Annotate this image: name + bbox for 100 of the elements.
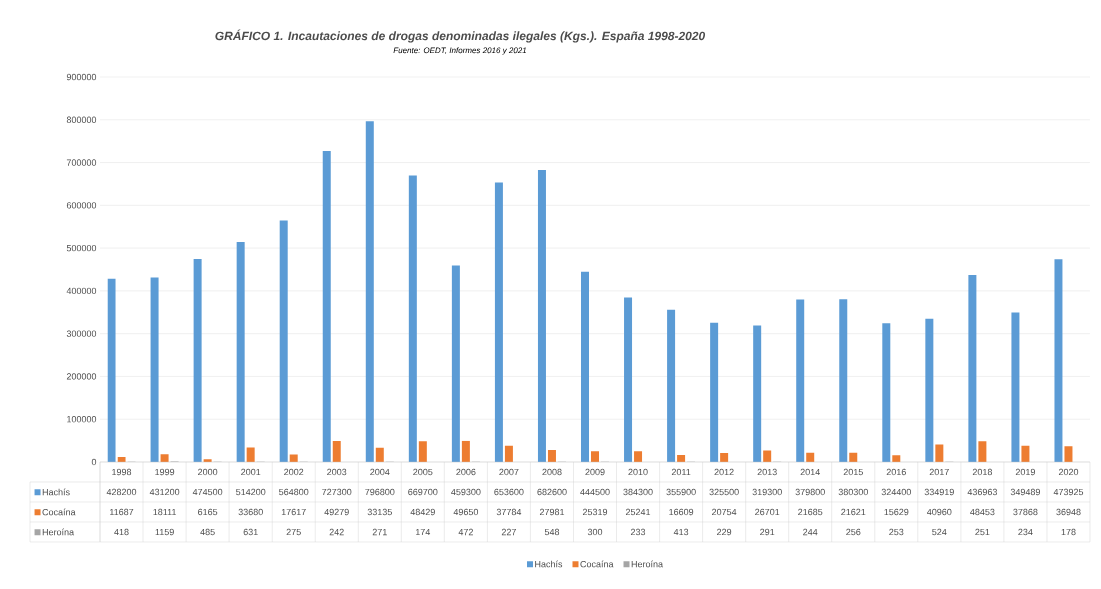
data-label: 11687	[110, 508, 134, 516]
x-tick-label: 2016	[886, 468, 906, 476]
x-tick-label: 2014	[800, 468, 820, 476]
data-label: 682600	[537, 488, 567, 496]
data-label: 20754	[712, 508, 737, 516]
text: Cocaína	[580, 560, 614, 568]
data-label: 324400	[881, 488, 911, 496]
x-tick-label: 2002	[284, 468, 304, 476]
y-tick-label: 700000	[66, 159, 97, 166]
data-label: 33135	[367, 508, 392, 516]
data-label: 234	[1018, 528, 1033, 536]
data-label: 271	[372, 528, 387, 536]
text: Hachís	[535, 560, 563, 568]
data-label: 275	[286, 528, 301, 536]
data-label: 36948	[1056, 508, 1081, 516]
data-label: 514200	[236, 488, 266, 496]
y-tick-label: 900000	[66, 73, 97, 81]
data-label: 6165	[198, 508, 218, 516]
data-label: 27981	[539, 508, 565, 516]
x-tick-label: 1999	[155, 468, 175, 476]
text: Heroína	[631, 560, 664, 568]
y-tick-label: 400000	[66, 287, 97, 295]
legend-label: Heroína	[42, 528, 75, 536]
data-label: 48453	[970, 508, 995, 516]
x-tick-label: 2003	[327, 468, 347, 476]
data-label: 1159	[155, 528, 174, 536]
x-tick-label: 2019	[1015, 468, 1035, 476]
data-label: 256	[846, 528, 861, 536]
x-tick-label: 2009	[585, 468, 605, 476]
y-tick-label: 800000	[66, 116, 97, 123]
data-label: 244	[803, 528, 818, 536]
data-label: 21685	[798, 508, 823, 516]
y-tick-label: 600000	[66, 202, 97, 209]
chart-title: GRÁFICO 1. Incautaciones de drogas denominadas ilegales (Kgs.). España 1998-2020	[215, 29, 706, 43]
x-tick-label: 2017	[929, 468, 949, 476]
data-label: 37868	[1013, 508, 1038, 516]
data-label: 436963	[967, 488, 998, 496]
data-label: 325500	[709, 488, 739, 496]
legend-label: Cocaína	[42, 508, 76, 516]
x-tick-label: 2015	[843, 468, 863, 476]
data-label: 233	[630, 528, 646, 536]
data-label: 227	[501, 528, 516, 536]
data-label: 37784	[496, 508, 522, 516]
data-label: 631	[243, 528, 258, 536]
x-tick-label: 2005	[413, 468, 433, 476]
data-label: 418	[114, 528, 129, 536]
chart-subtitle: Fuente: OEDT, Informes 2016 y 2021	[393, 47, 527, 55]
data-label: 727300	[322, 488, 352, 496]
x-tick-label: 2018	[972, 468, 993, 476]
data-label: 524	[932, 528, 947, 536]
y-tick-label: 0	[91, 458, 97, 466]
x-tick-label: 2011	[671, 468, 691, 476]
data-label: 796800	[365, 488, 395, 496]
data-label: 229	[717, 528, 732, 536]
y-tick-label: 200000	[66, 373, 97, 380]
data-label: 472	[458, 528, 473, 536]
data-label: 18111	[153, 508, 177, 516]
data-label: 444500	[580, 488, 610, 496]
data-label: 242	[329, 528, 344, 536]
data-label: 16609	[669, 508, 694, 516]
data-label: 26701	[755, 508, 780, 516]
data-label: 253	[889, 528, 904, 536]
data-label: 15629	[884, 508, 909, 516]
x-tick-label: 2004	[370, 468, 390, 476]
data-label: 174	[415, 528, 431, 536]
data-label: 319300	[752, 488, 782, 496]
data-label: 25319	[582, 508, 608, 516]
x-tick-label: 1998	[112, 468, 132, 476]
x-tick-label: 2006	[456, 468, 476, 476]
data-label: 428200	[106, 488, 137, 496]
x-tick-label: 2007	[499, 468, 519, 476]
data-label: 178	[1061, 528, 1076, 536]
y-tick-label: 500000	[66, 244, 97, 252]
x-tick-label: 2010	[628, 468, 648, 476]
x-tick-label: 2020	[1058, 468, 1079, 476]
data-label: 379800	[795, 488, 825, 496]
data-label: 380300	[838, 488, 868, 496]
data-label: 431200	[149, 488, 180, 496]
data-label: 669700	[408, 488, 438, 496]
data-label: 334919	[924, 488, 954, 496]
legend-label: Hachís	[42, 488, 70, 496]
data-label: 473925	[1053, 488, 1084, 496]
x-tick-label: 2012	[714, 468, 734, 476]
data-label: 49650	[453, 508, 479, 516]
data-label: 17617	[281, 508, 306, 516]
data-label: 548	[544, 528, 560, 536]
data-label: 355900	[666, 488, 696, 496]
data-label: 474500	[192, 488, 223, 496]
data-label: 349489	[1010, 488, 1040, 496]
y-tick-label: 100000	[67, 416, 97, 423]
data-label: 251	[975, 528, 990, 536]
data-label: 49279	[324, 508, 349, 516]
data-label: 40960	[926, 508, 952, 516]
data-label: 459300	[451, 488, 481, 496]
data-label: 25241	[625, 508, 651, 516]
x-tick-label: 2013	[757, 468, 777, 476]
data-label: 33680	[238, 508, 263, 516]
y-tick-label: 300000	[66, 330, 97, 337]
data-label: 485	[200, 528, 215, 536]
data-label: 653600	[494, 488, 524, 496]
